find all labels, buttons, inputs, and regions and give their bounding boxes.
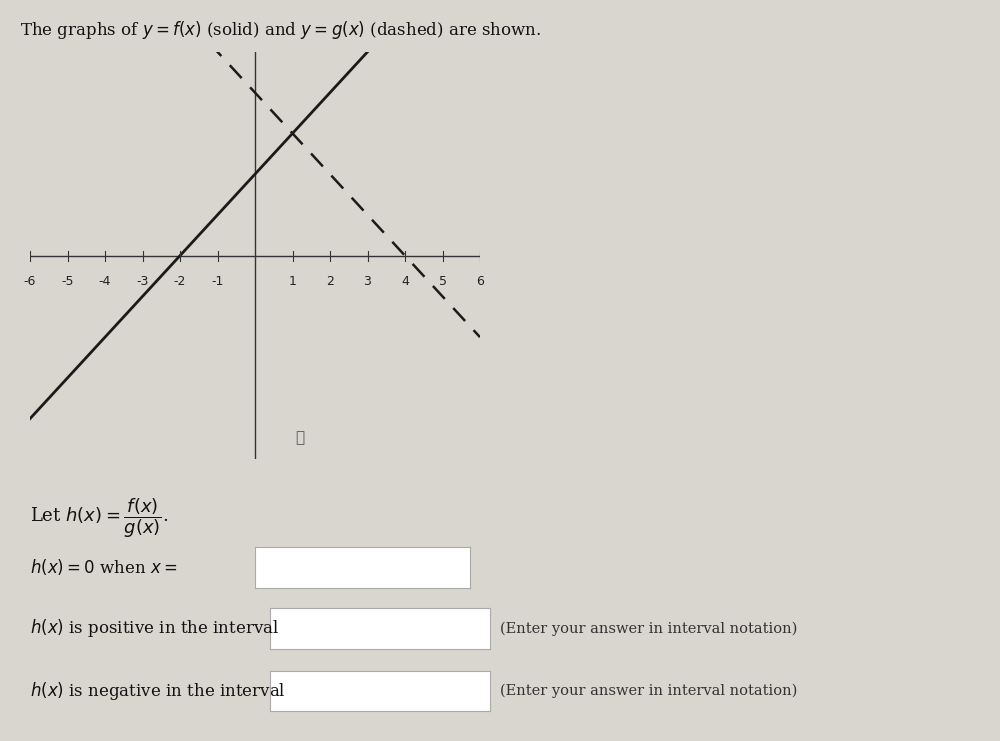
Text: $h(x) = 0$ when $x =$: $h(x) = 0$ when $x =$ <box>30 557 178 576</box>
Text: The graphs of $y = f(x)$ (solid) and $y = g(x)$ (dashed) are shown.: The graphs of $y = f(x)$ (solid) and $y … <box>20 19 541 41</box>
Text: 🔍: 🔍 <box>295 430 305 445</box>
Text: $h(x)$ is positive in the interval: $h(x)$ is positive in the interval <box>30 617 279 639</box>
Text: 3: 3 <box>364 275 371 288</box>
Text: 2: 2 <box>326 275 334 288</box>
Text: -2: -2 <box>174 275 186 288</box>
Text: -6: -6 <box>24 275 36 288</box>
Text: (Enter your answer in interval notation): (Enter your answer in interval notation) <box>500 683 797 698</box>
Text: -5: -5 <box>61 275 74 288</box>
Text: -4: -4 <box>99 275 111 288</box>
Text: 6: 6 <box>476 275 484 288</box>
Text: -1: -1 <box>211 275 224 288</box>
Text: $h(x)$ is negative in the interval: $h(x)$ is negative in the interval <box>30 679 286 702</box>
Text: 4: 4 <box>401 275 409 288</box>
Text: -3: -3 <box>136 275 149 288</box>
Text: 1: 1 <box>289 275 296 288</box>
Text: (Enter your answer in interval notation): (Enter your answer in interval notation) <box>500 621 797 636</box>
Text: Let $h(x) = \dfrac{f(x)}{g(x)}$.: Let $h(x) = \dfrac{f(x)}{g(x)}$. <box>30 496 168 540</box>
Text: 5: 5 <box>438 275 446 288</box>
